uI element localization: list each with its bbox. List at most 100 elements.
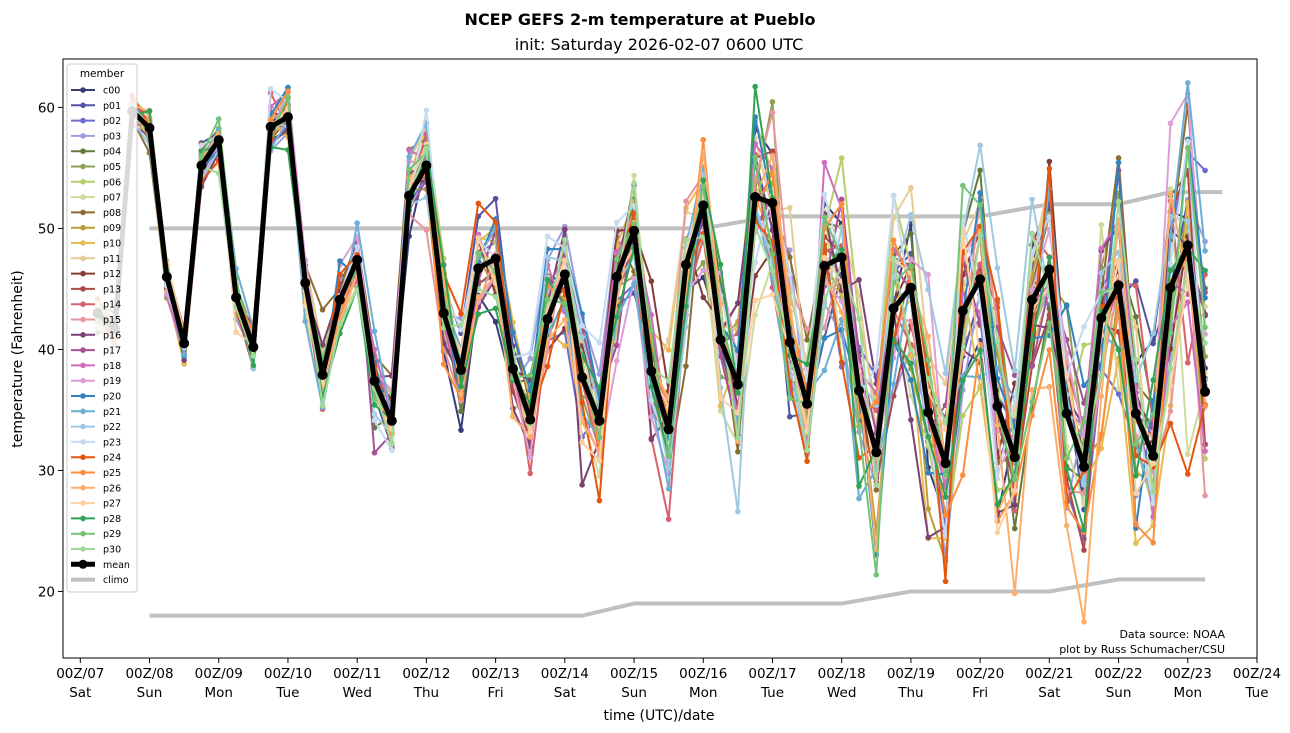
member-point — [1081, 382, 1087, 389]
member-point — [1202, 492, 1208, 499]
member-point — [475, 311, 482, 317]
member-point — [1133, 540, 1139, 547]
member-point — [735, 390, 741, 396]
mean-point — [836, 252, 847, 263]
legend-label: p28 — [103, 514, 121, 525]
legend-marker-swatch — [80, 500, 86, 506]
member-point — [683, 237, 689, 243]
legend-label: p24 — [103, 453, 121, 464]
mean-point — [680, 259, 691, 270]
member-point — [440, 262, 447, 268]
member-point — [337, 258, 343, 264]
member-point — [1046, 320, 1053, 326]
legend-marker-swatch — [80, 102, 86, 109]
member-point — [908, 393, 914, 399]
mean-point — [871, 447, 882, 458]
legend-marker-swatch — [80, 362, 86, 369]
member-point — [510, 329, 516, 336]
mean-point — [888, 303, 899, 314]
legend-label: p14 — [103, 300, 121, 311]
member-point — [683, 198, 689, 204]
legend-marker-swatch — [80, 301, 86, 308]
member-point — [406, 154, 412, 160]
mean-point — [611, 271, 622, 282]
member-point — [1115, 346, 1122, 353]
member-point — [371, 395, 378, 402]
mean-point — [386, 415, 397, 426]
member-point — [371, 328, 378, 335]
legend-marker-swatch — [80, 469, 86, 476]
x-tick-day-label: Mon — [689, 685, 717, 701]
mean-point — [957, 305, 968, 316]
member-point — [977, 383, 983, 390]
member-point — [856, 483, 862, 489]
legend-marker-swatch — [80, 87, 86, 93]
member-point — [319, 306, 326, 313]
member-point — [1167, 408, 1174, 414]
member-point — [769, 148, 776, 154]
member-point — [1184, 218, 1191, 224]
member-point — [1011, 525, 1018, 532]
member-point — [1133, 313, 1139, 320]
member-point — [1081, 342, 1087, 348]
member-point — [700, 294, 707, 301]
member-point — [960, 472, 966, 478]
mean-point — [1061, 408, 1072, 419]
member-point — [890, 237, 897, 244]
mean-point — [265, 121, 276, 132]
member-point — [977, 202, 983, 208]
legend-label: p25 — [103, 468, 121, 479]
mean-line — [92, 106, 1211, 472]
member-point — [1184, 145, 1191, 151]
member-point — [596, 458, 603, 464]
legend-marker-swatch — [80, 148, 86, 154]
member-point — [1184, 359, 1191, 366]
mean-point — [1148, 450, 1159, 461]
member-point — [631, 172, 637, 179]
member-point — [648, 327, 655, 334]
legend-marker-swatch — [80, 485, 86, 491]
member-point — [700, 148, 707, 155]
member-point — [1133, 441, 1139, 448]
x-tick-label: 00Z/15 — [610, 666, 658, 682]
member-point — [631, 275, 637, 282]
mean-point — [663, 424, 674, 435]
x-tick-day-label: Sat — [69, 685, 91, 701]
member-point — [665, 452, 672, 459]
climo-high-line — [149, 190, 1223, 231]
member-point — [1167, 330, 1174, 336]
legend-label: p01 — [103, 101, 121, 112]
mean-point — [1182, 240, 1193, 251]
member-point — [1081, 323, 1087, 330]
legend-label: p05 — [103, 162, 121, 173]
member-point — [1115, 159, 1122, 166]
legend-label: p08 — [103, 208, 121, 219]
member-point — [942, 380, 949, 387]
y-tick-label: 20 — [38, 584, 55, 600]
legend-item-p13: p13 — [71, 284, 121, 295]
member-point — [631, 180, 637, 187]
legend-item-p01: p01 — [71, 101, 121, 112]
member-point — [994, 529, 1001, 536]
legend-marker-swatch — [80, 179, 86, 185]
member-point — [1133, 377, 1139, 383]
member-point — [406, 166, 412, 173]
member-point — [648, 436, 655, 443]
mean-point — [905, 282, 916, 293]
x-tick-label: 00Z/09 — [195, 666, 243, 682]
climo-low-line — [149, 577, 1206, 618]
member-point — [648, 414, 655, 420]
member-point — [1063, 455, 1070, 462]
legend-label: p17 — [103, 346, 121, 357]
member-point — [1063, 372, 1070, 379]
member-point — [1150, 340, 1156, 347]
member-point — [613, 314, 620, 320]
legend-item-p09: p09 — [71, 223, 121, 234]
member-point — [925, 286, 932, 293]
member-point — [700, 267, 707, 273]
member-point — [908, 263, 914, 269]
member-point — [1133, 324, 1139, 330]
legend-marker-swatch — [80, 423, 86, 430]
member-point — [1046, 214, 1053, 220]
member-point — [1167, 420, 1174, 427]
